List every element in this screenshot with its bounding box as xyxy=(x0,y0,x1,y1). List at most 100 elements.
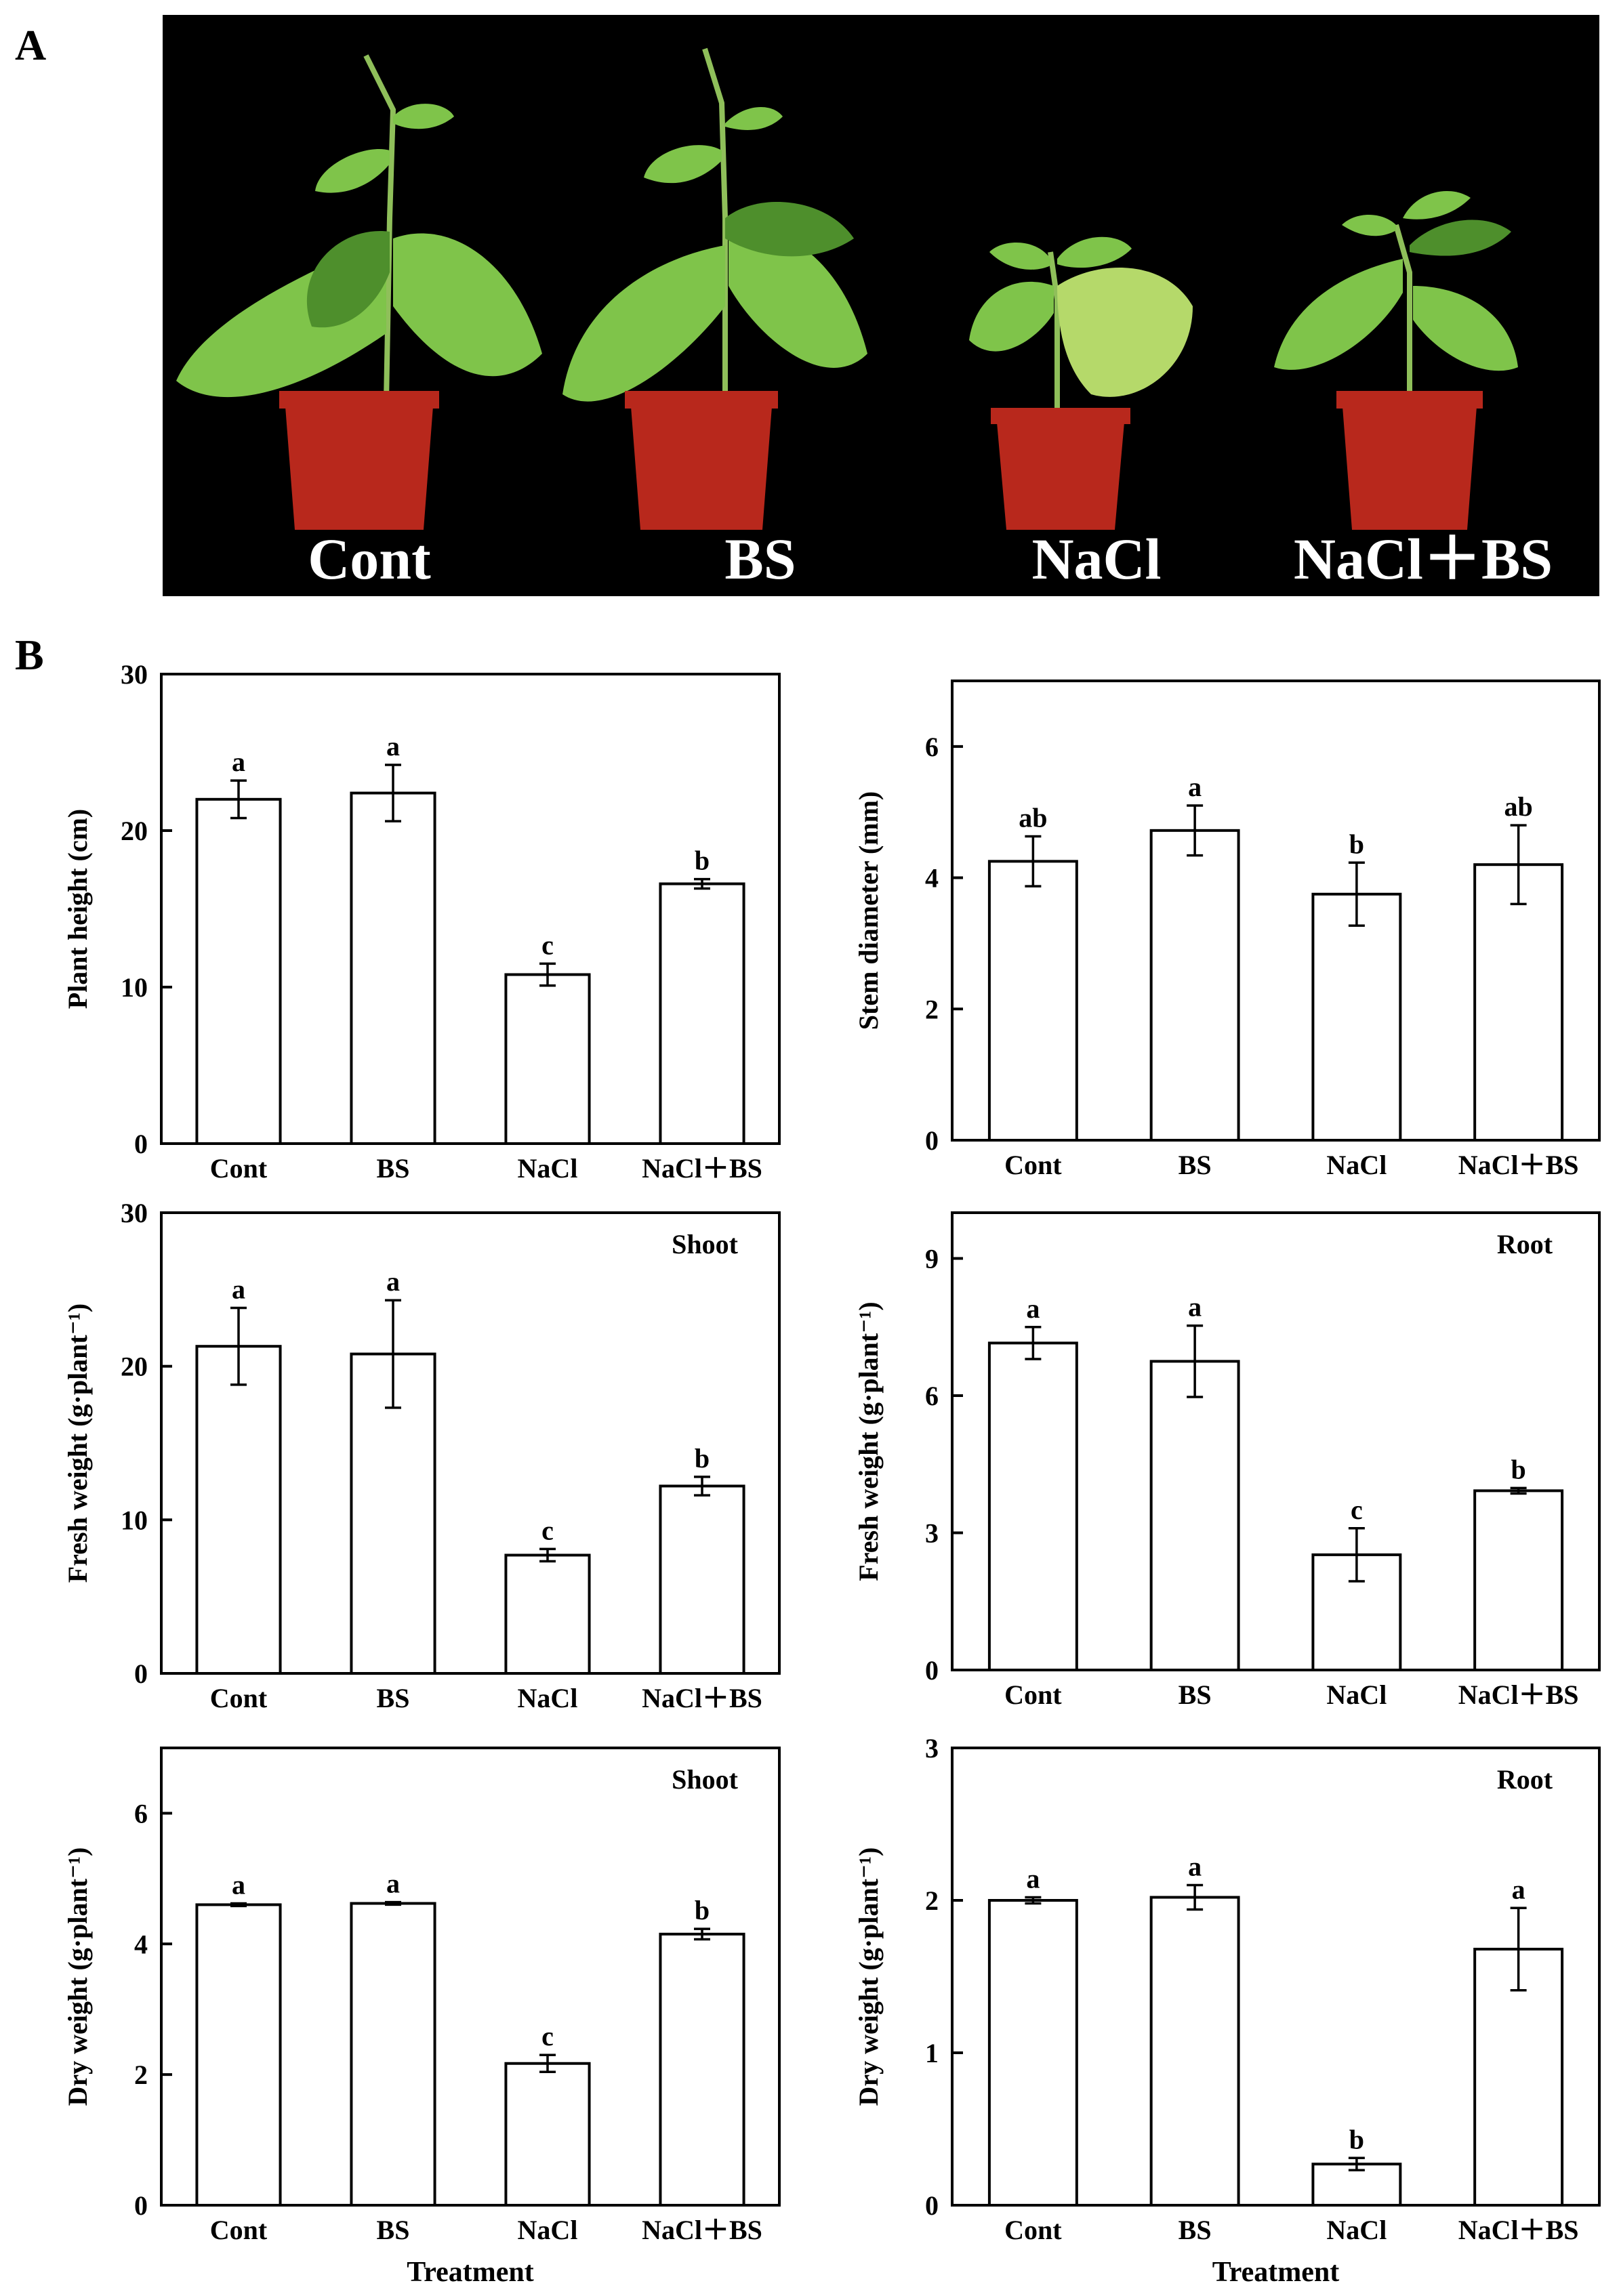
x-tick-label: Cont xyxy=(210,2215,268,2245)
y-tick-label: 30 xyxy=(121,1198,148,1228)
bar-BS xyxy=(350,791,436,1146)
y-axis-label: Fresh weight (g·plant⁻¹) xyxy=(853,1301,884,1581)
bar-Cont xyxy=(987,1341,1078,1671)
x-tick-label: BS xyxy=(1179,1150,1212,1180)
x-tick-label: NaCl xyxy=(518,1683,578,1713)
x-tick-label: NaCl＋BS xyxy=(1458,1679,1579,1710)
significance-letter: b xyxy=(695,846,710,876)
y-tick-label: 2 xyxy=(925,994,939,1024)
y-tick-label: 0 xyxy=(134,2190,148,2221)
x-tick-label: Cont xyxy=(1004,2215,1062,2245)
y-tick-label: 10 xyxy=(121,1505,148,1535)
significance-letter: c xyxy=(541,2021,554,2051)
bar-BS xyxy=(1149,829,1240,1142)
chart-5: 0 2 4 6 a Cont a BS c NaCl b NaCl＋BS Dry weight (g·p… xyxy=(62,1747,781,2288)
significance-letter: a xyxy=(232,747,245,777)
bar-NaCl＋BS xyxy=(659,1932,745,2207)
y-tick-label: 0 xyxy=(134,1129,148,1159)
y-axis-label: Dry weight (g·plant⁻¹) xyxy=(62,1848,93,2106)
y-tick-label: 6 xyxy=(134,1798,148,1829)
bar-NaCl＋BS xyxy=(659,882,745,1146)
panel-label-b: B xyxy=(15,631,44,679)
y-tick-label: 30 xyxy=(121,659,148,690)
x-tick-label: NaCl xyxy=(1326,2215,1387,2245)
plot-frame xyxy=(951,1747,1601,2207)
y-tick-label: 20 xyxy=(121,816,148,846)
bar-BS xyxy=(350,1902,436,2207)
x-tick-label: NaCl xyxy=(1326,1150,1387,1180)
bar-Cont xyxy=(195,1345,282,1675)
y-axis-label: Plant height (cm) xyxy=(62,809,93,1009)
chart-2: 0 2 4 6 ab Cont a BS b NaCl ab NaCl＋BS Stem diameter… xyxy=(853,680,1601,1180)
x-tick-label: NaCl＋BS xyxy=(642,1153,762,1184)
bar-Cont xyxy=(195,1903,282,2207)
bar-BS xyxy=(1149,1896,1240,2207)
chart-3: 0 10 20 30 a Cont a BS c NaCl b NaCl＋BS Fresh weight… xyxy=(62,1198,781,1713)
plant-bs xyxy=(562,47,867,530)
y-axis-label: Stem diameter (mm) xyxy=(853,791,884,1030)
bar-BS xyxy=(1149,1360,1240,1671)
y-tick-label: 6 xyxy=(925,732,939,762)
bar-NaCl xyxy=(504,2062,591,2207)
bar-NaCl xyxy=(1311,892,1402,1142)
panel-annotation: Shoot xyxy=(672,1764,738,1795)
y-tick-label: 0 xyxy=(925,1655,939,1686)
photo-label-nacl-bs: NaCl＋BS xyxy=(1294,526,1553,591)
x-tick-label: BS xyxy=(1179,2215,1212,2245)
y-tick-label: 10 xyxy=(121,972,148,1003)
x-tick-label: NaCl xyxy=(518,1153,578,1184)
y-tick-label: 9 xyxy=(925,1244,939,1274)
significance-letter: c xyxy=(541,1515,554,1545)
significance-letter: b xyxy=(695,1443,710,1474)
bar-NaCl＋BS xyxy=(1473,1948,1564,2207)
significance-letter: a xyxy=(232,1274,245,1305)
photo-label-nacl: NaCl xyxy=(1031,526,1161,591)
y-axis-label: Dry weight (g·plant⁻¹) xyxy=(853,1848,884,2106)
significance-letter: ab xyxy=(1504,791,1533,822)
bar-NaCl＋BS xyxy=(1473,1489,1564,1671)
x-tick-label: BS xyxy=(377,1153,410,1184)
bar-NaCl xyxy=(504,973,591,1146)
y-tick-label: 0 xyxy=(925,2190,939,2221)
plant-nacl xyxy=(969,236,1193,530)
significance-letter: ab xyxy=(1019,803,1047,833)
y-tick-label: 0 xyxy=(925,1125,939,1156)
x-tick-label: BS xyxy=(377,2215,410,2245)
plant-illustration: Cont BS NaCl NaCl＋BS xyxy=(163,15,1599,596)
plant-photo: Cont BS NaCl NaCl＋BS xyxy=(163,15,1599,596)
y-tick-label: 2 xyxy=(134,2060,148,2090)
significance-letter: a xyxy=(1188,772,1202,802)
x-tick-label: NaCl xyxy=(1326,1679,1387,1710)
y-tick-label: 3 xyxy=(925,1733,939,1763)
x-axis-label: Treatment xyxy=(407,2257,533,2288)
significance-letter: b xyxy=(1349,829,1364,859)
x-tick-label: BS xyxy=(377,1683,410,1713)
bar-NaCl＋BS xyxy=(1473,863,1564,1142)
plot-frame xyxy=(160,1211,781,1675)
bar-Cont xyxy=(195,797,282,1146)
y-tick-label: 4 xyxy=(134,1929,148,1959)
y-tick-label: 20 xyxy=(121,1352,148,1382)
plot-frame xyxy=(951,680,1601,1142)
x-tick-label: Cont xyxy=(210,1153,268,1184)
plot-frame xyxy=(160,673,781,1145)
panel-annotation: Root xyxy=(1497,1229,1553,1259)
x-tick-label: BS xyxy=(1179,1679,1212,1710)
significance-letter: a xyxy=(386,1266,400,1297)
plot-frame xyxy=(951,1211,1601,1671)
x-tick-label: Cont xyxy=(210,1683,268,1713)
y-tick-label: 1 xyxy=(925,2038,939,2068)
significance-letter: b xyxy=(695,1895,710,1925)
plant-cont xyxy=(176,54,542,530)
x-tick-label: NaCl＋BS xyxy=(642,2215,762,2245)
plot-frame xyxy=(160,1747,781,2207)
x-axis-label: Treatment xyxy=(1212,2257,1339,2288)
bar-Cont xyxy=(987,860,1078,1142)
x-tick-label: NaCl＋BS xyxy=(1458,1150,1579,1180)
significance-letter: a xyxy=(1188,1852,1202,1882)
significance-letter: a xyxy=(232,1870,245,1900)
significance-letter: c xyxy=(1351,1495,1363,1525)
panel-label-a: A xyxy=(15,21,47,69)
y-axis-label: Fresh weight (g·plant⁻¹) xyxy=(62,1303,93,1583)
